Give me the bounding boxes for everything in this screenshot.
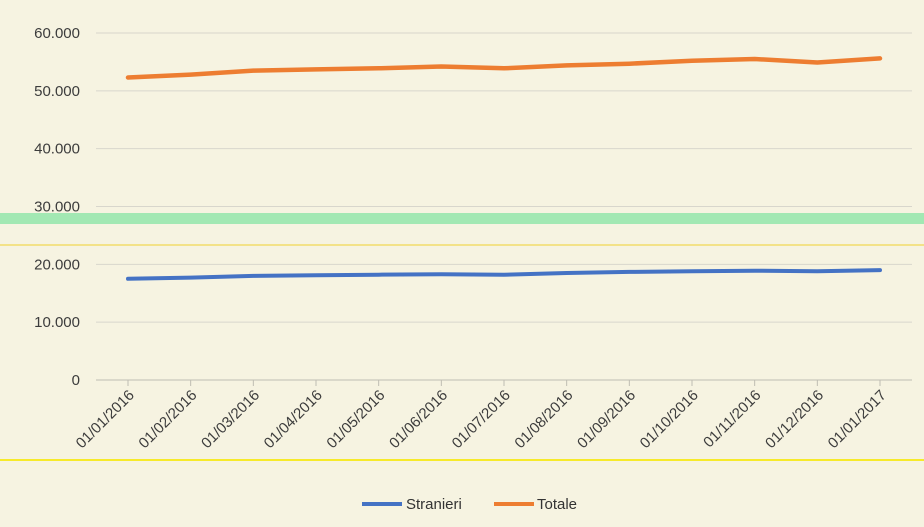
series-line-stranieri [126, 268, 882, 281]
series-line-totale [125, 56, 883, 80]
series-lines [125, 56, 883, 281]
y-tick-label: 10.000 [34, 314, 80, 331]
y-axis-tick-labels: 0 10.000 20.000 30.000 40.000 50.000 60.000 [34, 25, 80, 389]
gridlines [96, 32, 912, 323]
y-tick-label: 30.000 [34, 199, 80, 216]
y-tick-label: 60.000 [34, 25, 80, 42]
y-tick-label: 0 [72, 372, 80, 389]
y-tick-label: 40.000 [34, 141, 80, 158]
legend-label-totale: Totale [537, 496, 577, 513]
green-highlight-band [0, 213, 924, 224]
legend: Stranieri Totale [362, 496, 577, 513]
legend-label-stranieri: Stranieri [406, 496, 462, 513]
highlight-bands [0, 213, 924, 461]
x-axis [96, 379, 912, 386]
y-tick-label: 20.000 [34, 256, 80, 273]
y-tick-label: 50.000 [34, 83, 80, 100]
